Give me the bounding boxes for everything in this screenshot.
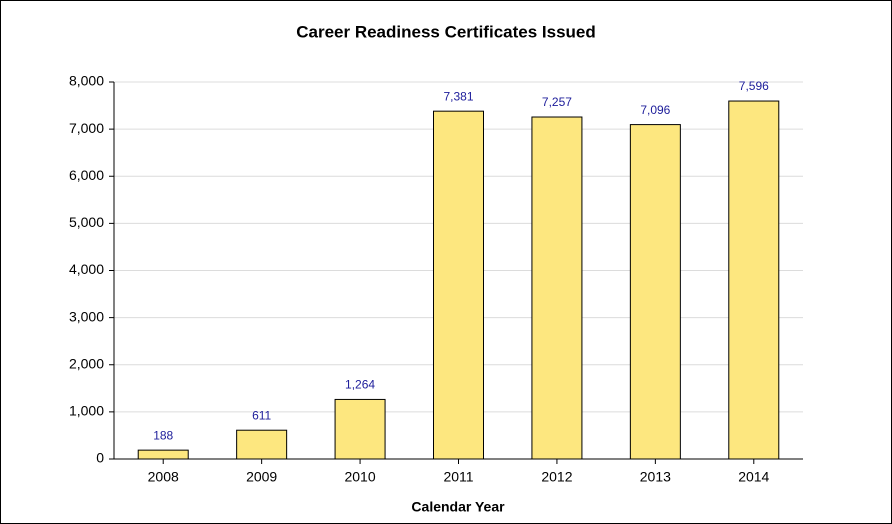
x-axis-label: Calendar Year [411,499,505,515]
bar [629,124,681,460]
y-tick-label: 1,000 [69,403,104,419]
value-label: 7,257 [542,95,572,109]
value-label: 7,381 [443,89,473,103]
bar [433,110,484,460]
y-tick-label: 4,000 [69,261,104,277]
y-tick-label: 8,000 [69,73,104,89]
y-tick-label: 7,000 [69,120,104,136]
x-tick-label: 2014 [738,469,769,485]
value-label: 1,264 [345,378,375,392]
y-tick-label: 6,000 [69,167,104,183]
y-tick-label: 2,000 [69,355,104,371]
x-tick-label: 2009 [246,469,277,485]
x-tick-label: 2011 [443,469,473,485]
x-tick-label: 2012 [541,469,572,485]
bar [137,449,189,460]
y-tick-label: 3,000 [69,308,104,324]
x-tick-label: 2008 [148,469,179,485]
value-label: 7,596 [739,79,769,93]
x-tick-label: 2013 [640,469,671,485]
value-label: 7,096 [640,103,670,117]
bar [236,429,288,460]
x-tick-label: 2010 [344,469,375,485]
bar [728,100,780,460]
value-label: 188 [153,428,173,442]
chart-title: Career Readiness Certificates Issued [296,22,596,41]
bar [531,116,583,460]
value-label: 611 [252,408,271,422]
y-tick-label: 5,000 [69,214,104,230]
bar [334,398,386,460]
y-tick-label: 0 [96,450,104,466]
